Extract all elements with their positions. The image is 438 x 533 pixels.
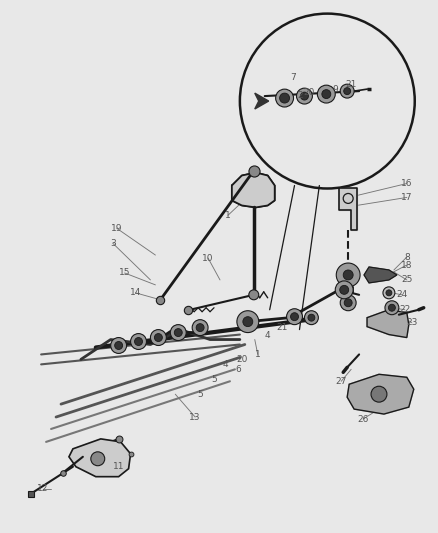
- Circle shape: [389, 304, 396, 311]
- Circle shape: [115, 342, 123, 350]
- Circle shape: [174, 329, 182, 336]
- Text: 11: 11: [113, 462, 124, 471]
- Text: 13: 13: [189, 413, 201, 422]
- Circle shape: [91, 452, 105, 466]
- Text: 2: 2: [298, 91, 303, 100]
- Polygon shape: [343, 284, 353, 296]
- Circle shape: [340, 295, 356, 311]
- Circle shape: [304, 311, 318, 325]
- Circle shape: [249, 290, 259, 300]
- Polygon shape: [347, 374, 414, 414]
- Text: 7: 7: [291, 72, 297, 82]
- Circle shape: [336, 263, 360, 287]
- Text: 4: 4: [222, 360, 228, 369]
- Circle shape: [385, 301, 399, 314]
- Polygon shape: [339, 189, 357, 230]
- Polygon shape: [367, 310, 409, 337]
- Circle shape: [240, 14, 415, 189]
- Text: 20: 20: [304, 87, 315, 96]
- Circle shape: [237, 311, 259, 333]
- Circle shape: [276, 89, 293, 107]
- Text: 20: 20: [236, 355, 247, 364]
- Circle shape: [134, 337, 142, 345]
- Text: 22: 22: [399, 305, 410, 314]
- Text: 27: 27: [336, 377, 347, 386]
- Text: 21: 21: [276, 323, 287, 332]
- Circle shape: [297, 88, 312, 104]
- Polygon shape: [232, 173, 275, 207]
- Text: 23: 23: [406, 318, 417, 327]
- Text: 4: 4: [265, 331, 271, 340]
- Circle shape: [318, 85, 335, 103]
- Circle shape: [150, 329, 166, 345]
- Circle shape: [279, 93, 290, 103]
- Circle shape: [131, 334, 146, 350]
- Circle shape: [335, 281, 353, 299]
- Circle shape: [340, 285, 349, 294]
- Polygon shape: [347, 374, 414, 414]
- Circle shape: [344, 299, 352, 307]
- Text: 14: 14: [130, 288, 141, 297]
- Polygon shape: [364, 267, 397, 283]
- Text: 5: 5: [197, 390, 203, 399]
- Circle shape: [290, 313, 298, 321]
- Circle shape: [386, 290, 392, 296]
- Circle shape: [170, 325, 186, 341]
- Polygon shape: [69, 439, 131, 477]
- Text: 8: 8: [404, 253, 410, 262]
- Text: 5: 5: [211, 375, 217, 384]
- Circle shape: [322, 90, 331, 99]
- Text: 3: 3: [110, 239, 116, 248]
- Polygon shape: [69, 439, 131, 477]
- Text: 12: 12: [37, 484, 49, 493]
- Circle shape: [300, 92, 308, 100]
- Text: 26: 26: [357, 415, 369, 424]
- Circle shape: [383, 287, 395, 299]
- Polygon shape: [232, 173, 275, 207]
- Polygon shape: [364, 267, 397, 283]
- Text: 16: 16: [401, 179, 413, 188]
- Text: 18: 18: [401, 261, 413, 270]
- Polygon shape: [367, 310, 409, 337]
- Text: 21: 21: [346, 79, 357, 88]
- Text: 9: 9: [332, 85, 338, 94]
- Text: 17: 17: [401, 193, 413, 202]
- Text: 6: 6: [235, 365, 241, 374]
- Text: 25: 25: [401, 276, 413, 285]
- Circle shape: [196, 324, 204, 332]
- Circle shape: [111, 337, 127, 353]
- Circle shape: [344, 87, 351, 94]
- Text: 10: 10: [202, 254, 214, 263]
- Polygon shape: [255, 93, 268, 109]
- Circle shape: [155, 334, 162, 342]
- Text: 24: 24: [396, 290, 407, 300]
- Circle shape: [286, 309, 303, 325]
- Circle shape: [371, 386, 387, 402]
- Text: 19: 19: [111, 224, 122, 233]
- Text: 1: 1: [225, 211, 231, 220]
- Circle shape: [192, 320, 208, 336]
- Text: 15: 15: [119, 269, 131, 278]
- Circle shape: [308, 314, 315, 321]
- Text: 1: 1: [255, 350, 261, 359]
- Circle shape: [243, 317, 253, 327]
- Circle shape: [343, 270, 353, 280]
- Circle shape: [340, 84, 354, 98]
